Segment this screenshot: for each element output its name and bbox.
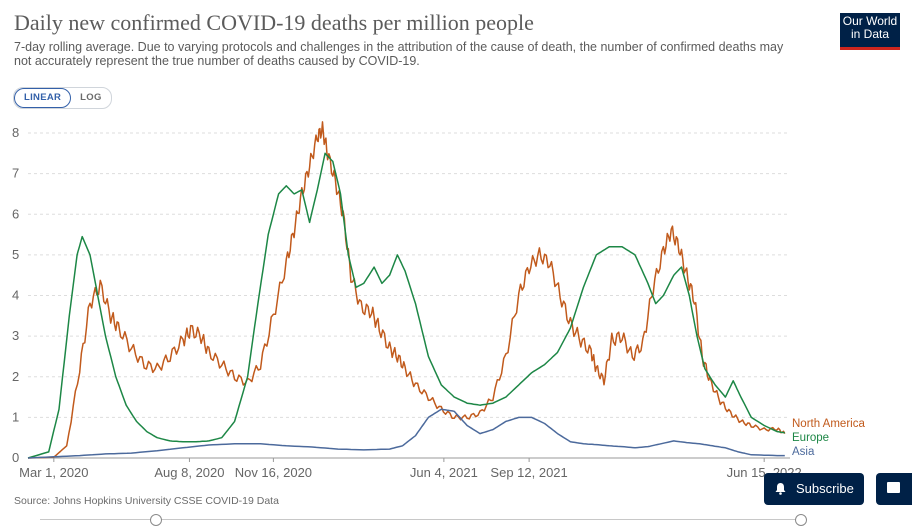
y-tick-label: 5	[12, 247, 19, 262]
x-tick-label: Sep 12, 2021	[490, 465, 567, 480]
y-tick-label: 7	[12, 166, 19, 181]
chart-title: Daily new confirmed COVID-19 deaths per …	[14, 10, 534, 35]
line-chart[interactable]: 0 1 2 3 4 5 6 7 8 Mar 1, 2020 Aug 8, 2020 Nov 16, 2…	[0, 118, 912, 486]
legend-label-asia: Asia	[792, 446, 815, 458]
subscribe-label: Subscribe	[796, 481, 854, 496]
timeline-end-handle[interactable]	[795, 514, 807, 526]
logo-line-1: Our World	[842, 14, 898, 28]
series-line-asia	[27, 408, 785, 459]
timeline-track[interactable]	[40, 519, 800, 520]
y-tick-label: 8	[12, 125, 19, 140]
linear-scale-button[interactable]: LINEAR	[14, 88, 72, 108]
x-tick-label: Jun 4, 2021	[410, 465, 478, 480]
y-tick-label: 2	[12, 369, 19, 384]
x-tick-label: Aug 8, 2020	[154, 465, 224, 480]
logo-accent-bar	[840, 47, 900, 50]
bell-icon	[775, 483, 786, 495]
y-tick-label: 3	[12, 328, 19, 343]
timeline-start-handle[interactable]	[150, 514, 162, 526]
owid-logo[interactable]: Our World in Data	[840, 13, 900, 50]
legend-label-europe: Europe	[792, 432, 829, 444]
y-tick-label: 1	[12, 409, 19, 424]
log-scale-button[interactable]: LOG	[80, 92, 102, 103]
series-line-europe	[27, 152, 785, 459]
subscribe-button[interactable]: Subscribe	[764, 473, 864, 505]
y-tick-label: 6	[12, 206, 19, 221]
chat-icon	[887, 482, 900, 493]
x-tick-label: Mar 1, 2020	[19, 465, 88, 480]
scale-toggle[interactable]: LINEAR LOG	[13, 87, 112, 109]
source-note: Source: Johns Hopkins University CSSE CO…	[14, 495, 279, 507]
timeline-strip	[0, 515, 912, 525]
series-line-north-america	[27, 121, 786, 459]
y-tick-label: 4	[12, 288, 19, 303]
legend-label-north-america: North America	[792, 418, 865, 430]
logo-line-2: in Data	[850, 27, 890, 41]
chart-subtitle: 7-day rolling average. Due to varying pr…	[14, 40, 784, 68]
chat-button[interactable]	[876, 473, 912, 505]
y-tick-label: 0	[12, 450, 19, 465]
x-tick-label: Nov 16, 2020	[235, 465, 312, 480]
